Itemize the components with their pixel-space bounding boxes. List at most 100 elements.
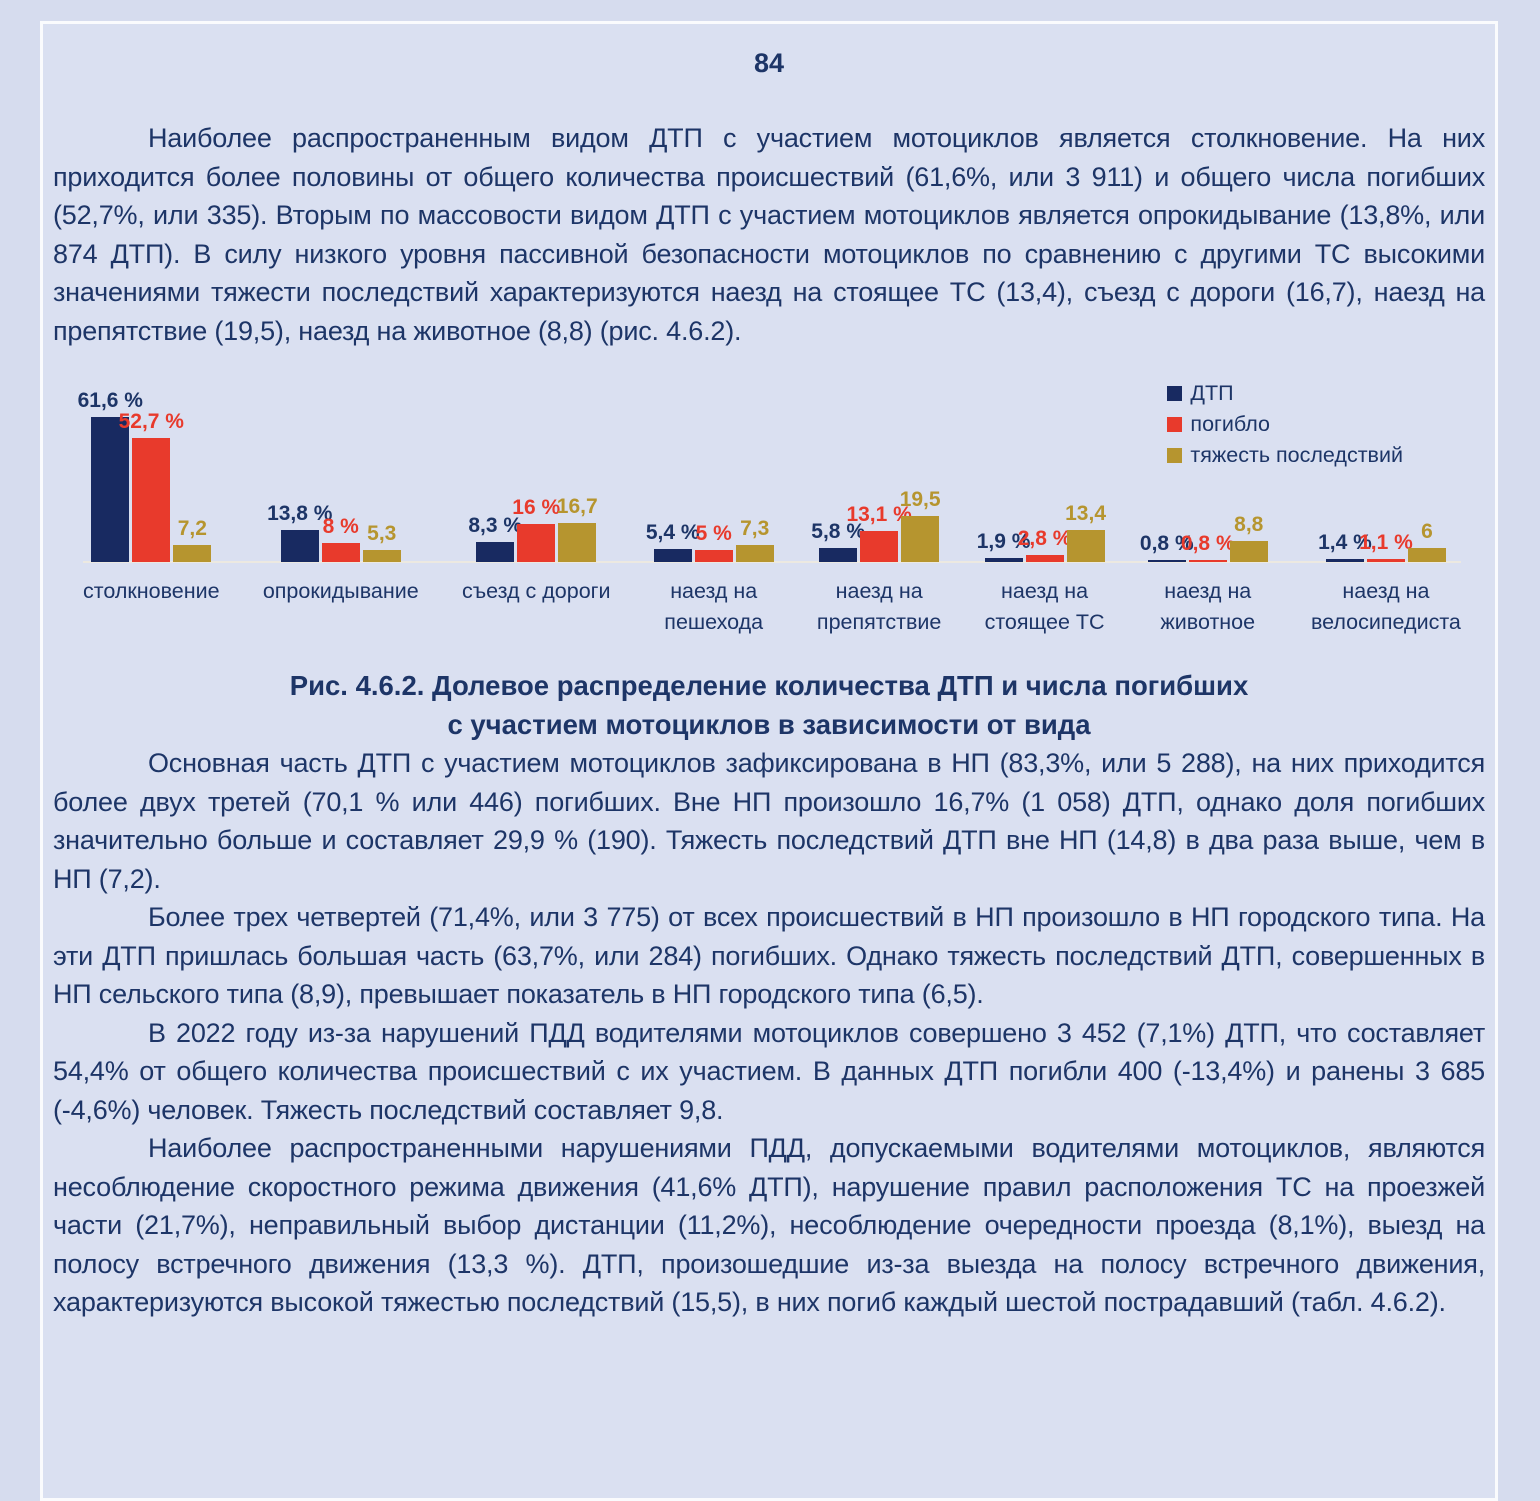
bar-rect (1229, 541, 1268, 562)
chart-group: 13,8 % 8 % 5,3 опрокидывание (263, 380, 419, 640)
bar-rect (1325, 559, 1364, 562)
legend-label: ДТП (1190, 381, 1234, 405)
bar-rect (1366, 559, 1405, 562)
bar-value-label: 61,6 % (77, 389, 143, 412)
bar-value-label: 6 (1421, 520, 1433, 543)
chart-group: 8,3 % 16 % 16,7 съезд с дороги (462, 380, 611, 640)
chart-group-bars: 1,9 % 2,8 % 13,4 (977, 380, 1106, 562)
bar-value-label: 1,9 % (976, 530, 1031, 553)
bar-погибло: 16 % (512, 496, 560, 562)
body-paragraph-4: В 2022 году из-за нарушений ПДД водителя… (53, 1017, 1485, 1125)
bar-value-label: 5,3 (367, 522, 397, 545)
legend-label: тяжесть последствий (1190, 443, 1403, 467)
bar-rect (819, 548, 858, 562)
bar-rect (517, 524, 556, 562)
bar-value-label: 7,2 (177, 517, 207, 540)
bar-value-label: 8 % (322, 515, 359, 538)
figure-4-6-2-bar-chart: 61,6 % 52,7 % 7,2 столкновение 13,8 % 8 % 5,3 о… (78, 380, 1461, 640)
bar-погибло: 52,7 % (119, 410, 184, 562)
bar-rect (91, 417, 130, 562)
bar-rect (1147, 560, 1186, 562)
bar-ДТП: 13,8 % (267, 502, 332, 562)
bar-rect (984, 558, 1023, 562)
bar-value-label: 5,8 % (811, 520, 865, 543)
bar-ДТП: 1,4 % (1318, 531, 1372, 562)
legend-swatch-icon (1167, 416, 1183, 432)
category-label: наезд на стоящее ТС (984, 579, 1105, 634)
bar-rect (735, 545, 774, 562)
bar-value-label: 13,4 (1065, 502, 1106, 525)
legend-swatch-icon (1167, 447, 1183, 463)
bar-rect (280, 530, 319, 562)
bar-погибло: 1,1 % (1359, 531, 1413, 562)
bar-погибло: 0,8 % (1181, 532, 1235, 562)
legend-item: ДТП (1167, 382, 1403, 404)
chart-group-bars: 5,8 % 13,1 % 19,5 (811, 380, 941, 562)
body-paragraph-2: Основная часть ДТП с участием мотоциклов… (53, 748, 1485, 894)
bar-value-label: 8,8 (1234, 513, 1264, 536)
chart-group-bars: 5,4 % 5 % 7,3 (646, 380, 774, 562)
bar-value-label: 1,4 % (1318, 531, 1372, 554)
chart-group-bars: 1,4 % 1,1 % 6 (1318, 380, 1446, 562)
chart-group-bars: 61,6 % 52,7 % 7,2 (78, 380, 212, 562)
bar-ДТП: 61,6 % (78, 389, 143, 562)
bar-rect (1066, 530, 1105, 562)
bar-value-label: 16,7 (556, 495, 598, 518)
category-label: съезд с дороги (461, 579, 611, 603)
bar-тяжесть последствий: 13,4 (1065, 502, 1106, 562)
bar-ДТП: 5,4 % (646, 521, 700, 562)
legend-item: погибло (1167, 413, 1403, 435)
bar-value-label: 19,5 (899, 488, 941, 511)
bar-rect (1188, 560, 1227, 562)
bar-rect (653, 549, 692, 562)
bar-погибло: 2,8 % (1018, 527, 1071, 562)
bar-погибло: 8 % (321, 515, 360, 562)
category-label: наезд на пешехода (664, 579, 764, 634)
bar-тяжесть последствий: 8,8 (1229, 513, 1268, 562)
bar-value-label: 0,8 % (1139, 532, 1194, 555)
chart-legend: ДТП погибло тяжесть последствий (1167, 382, 1403, 466)
chart-group-bars: 8,3 % 16 % 16,7 (468, 380, 598, 562)
figure-caption-line-1: Рис. 4.6.2. Долевое распределение количе… (289, 670, 1249, 701)
bar-value-label: 2,8 % (1017, 527, 1072, 550)
bar-rect (1407, 548, 1446, 562)
bar-ДТП: 1,9 % (977, 530, 1030, 562)
bar-тяжесть последствий: 16,7 (557, 495, 598, 562)
bar-rect (901, 516, 940, 562)
bar-rect (321, 543, 360, 562)
figure-caption-line-2: с участием мотоциклов в зависимости от в… (447, 709, 1091, 740)
bar-погибло: 13,1 % (846, 503, 912, 562)
category-label: опрокидывание (262, 579, 419, 603)
legend-swatch-icon (1167, 385, 1183, 401)
bar-ДТП: 0,8 % (1140, 532, 1194, 562)
chart-group-bars: 0,8 % 0,8 % 8,8 (1140, 380, 1268, 562)
chart-baseline (83, 561, 1461, 563)
chart-group: 0,8 % 0,8 % 8,8 наезд на животное (1140, 380, 1268, 640)
category-label: столкновение (83, 579, 220, 603)
bar-value-label: 13,8 % (267, 502, 333, 525)
bar-rect (132, 438, 171, 562)
category-label: наезд на животное (1160, 579, 1256, 634)
bar-тяжесть последствий: 19,5 (900, 488, 941, 562)
chart-group: 1,9 % 2,8 % 13,4 наезд на стоящее ТС (977, 380, 1106, 640)
body-paragraph-5: Наиболее распространенными нарушениями П… (53, 1133, 1485, 1317)
body-paragraph-1: Наиболее распространенным видом ДТП с уч… (53, 123, 1485, 346)
bar-value-label: 7,3 (740, 517, 770, 540)
document-page: 84 Наиболее распространенным видом ДТП с… (40, 21, 1498, 1501)
bar-value-label: 5 % (695, 522, 732, 545)
bar-тяжесть последствий: 7,3 (735, 517, 774, 562)
bar-тяжесть последствий: 7,2 (173, 517, 212, 562)
bar-тяжесть последствий: 6 (1407, 520, 1446, 562)
bar-value-label: 8,3 % (468, 514, 523, 537)
legend-item: тяжесть последствий (1167, 444, 1403, 466)
legend-label: погибло (1190, 412, 1270, 436)
bar-rect (362, 550, 401, 562)
bar-value-label: 52,7 % (118, 410, 184, 433)
bar-value-label: 0,8 % (1180, 532, 1235, 555)
bar-ДТП: 5,8 % (811, 520, 865, 562)
bar-rect (558, 523, 597, 562)
chart-group-bars: 13,8 % 8 % 5,3 (267, 380, 401, 562)
bar-rect (694, 550, 733, 562)
category-label: наезд на препятствие (816, 579, 942, 634)
bar-value-label: 1,1 % (1359, 531, 1413, 554)
